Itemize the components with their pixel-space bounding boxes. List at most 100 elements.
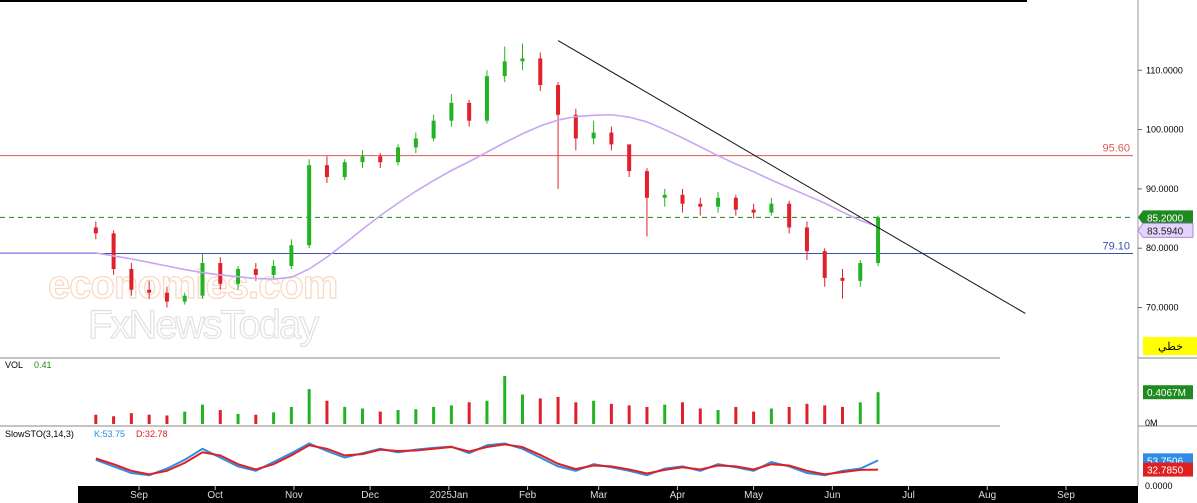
volume-bar[interactable] [503,375,507,424]
candle-body[interactable] [769,203,774,213]
candle-body[interactable] [218,263,223,284]
volume-bar[interactable] [289,406,293,424]
volume-bar[interactable] [681,402,685,424]
volume-bar[interactable] [752,411,756,424]
volume-bar[interactable] [769,408,773,425]
time-tick-label: Aug [978,490,996,501]
volume-bar[interactable] [556,396,560,424]
candle-body[interactable] [662,194,667,198]
candle-body[interactable] [538,58,543,86]
volume-bar[interactable] [325,400,329,424]
axis-value-tags: 85.2000 83.5940 خطي 0.4067M 0M 53.750632.7850… [1137,210,1197,491]
volume-bar[interactable] [858,402,862,424]
volume-bar[interactable] [112,416,116,424]
volume-bar[interactable] [645,406,649,424]
candle-body[interactable] [502,61,507,77]
volume-bar[interactable] [520,394,524,424]
candle-body[interactable] [307,165,312,246]
candle-body[interactable] [698,203,703,207]
volume-bar[interactable] [538,398,542,424]
candle-body[interactable] [378,156,383,163]
candle-body[interactable] [396,147,401,163]
candle-body[interactable] [627,144,632,172]
volume-bar[interactable] [129,413,133,424]
volume-bar[interactable] [734,406,738,424]
candle-body[interactable] [164,292,169,302]
volume-bar[interactable] [876,392,880,424]
volume-bar[interactable] [663,404,667,424]
candle-body[interactable] [147,289,152,293]
candle-body[interactable] [271,266,276,275]
volume-bar[interactable] [343,406,347,424]
volume-bar[interactable] [236,413,240,424]
candle-body[interactable] [787,203,792,228]
candle-body[interactable] [484,76,489,121]
candle-body[interactable] [520,58,525,62]
volume-bar[interactable] [485,400,489,424]
volume-bar[interactable] [449,405,453,424]
candle-body[interactable] [556,85,561,115]
candle-body[interactable] [573,114,578,139]
volume-bar[interactable] [787,406,791,424]
volume-bar[interactable] [94,414,98,424]
price-tag-label[interactable]: خطي [1158,341,1183,353]
stochastic-k-line[interactable] [95,442,879,477]
candle-body[interactable] [93,227,98,234]
volume-bar[interactable] [147,414,151,424]
volume-bar[interactable] [360,408,364,425]
candle-body[interactable] [876,217,881,264]
trendline[interactable] [557,40,1026,314]
price-tick-label: 90.0000 [1146,184,1179,194]
volume-bar[interactable] [414,409,418,424]
volume-bar[interactable] [183,411,187,424]
candle-body[interactable] [182,295,187,302]
volume-bar[interactable] [841,406,845,424]
candle-body[interactable] [680,194,685,204]
candle-body[interactable] [609,132,614,145]
volume-bar[interactable] [432,406,436,424]
moving-average-line[interactable] [0,113,879,280]
volume-bar[interactable] [254,414,258,424]
candle-body[interactable] [431,120,436,139]
volume-bar[interactable] [378,411,382,424]
stochastic-d-line[interactable] [95,443,879,476]
oscillator-zero-label: 0.0000 [1145,481,1173,491]
volume-bar[interactable] [467,402,471,424]
volume-bar[interactable] [218,410,222,424]
candle-body[interactable] [644,171,649,198]
candle-body[interactable] [289,245,294,267]
candle-body[interactable] [360,156,365,163]
candle-body[interactable] [129,268,134,290]
candle-body[interactable] [733,197,738,210]
volume-bar[interactable] [272,412,276,424]
candle-body[interactable] [822,251,827,278]
volume-bar[interactable] [574,402,578,424]
volume-bar[interactable] [805,403,809,424]
candle-body[interactable] [804,227,809,252]
volume-bar[interactable] [627,405,631,424]
volume-bar[interactable] [165,415,169,424]
candle-body[interactable] [200,263,205,296]
candle-body[interactable] [716,197,721,207]
volume-bar[interactable] [307,389,311,424]
volume-bar[interactable] [592,400,596,424]
volume-bar[interactable] [609,403,613,424]
candle-body[interactable] [467,102,472,121]
candle-body[interactable] [413,138,418,148]
volume-bar[interactable] [823,405,827,424]
candle-body[interactable] [858,263,863,281]
candle-body[interactable] [111,233,116,269]
volume-bar[interactable] [698,408,702,425]
volume-bar[interactable] [716,410,720,424]
volume-bar[interactable] [200,404,204,424]
time-tick-label: Apr [670,490,686,501]
candle-body[interactable] [591,132,596,139]
candle-body[interactable] [449,102,454,121]
candle-body[interactable] [840,277,845,281]
candle-body[interactable] [324,165,329,178]
candle-body[interactable] [253,268,258,275]
volume-bar[interactable] [396,410,400,424]
candle-body[interactable] [751,209,756,213]
candle-body[interactable] [342,162,347,178]
